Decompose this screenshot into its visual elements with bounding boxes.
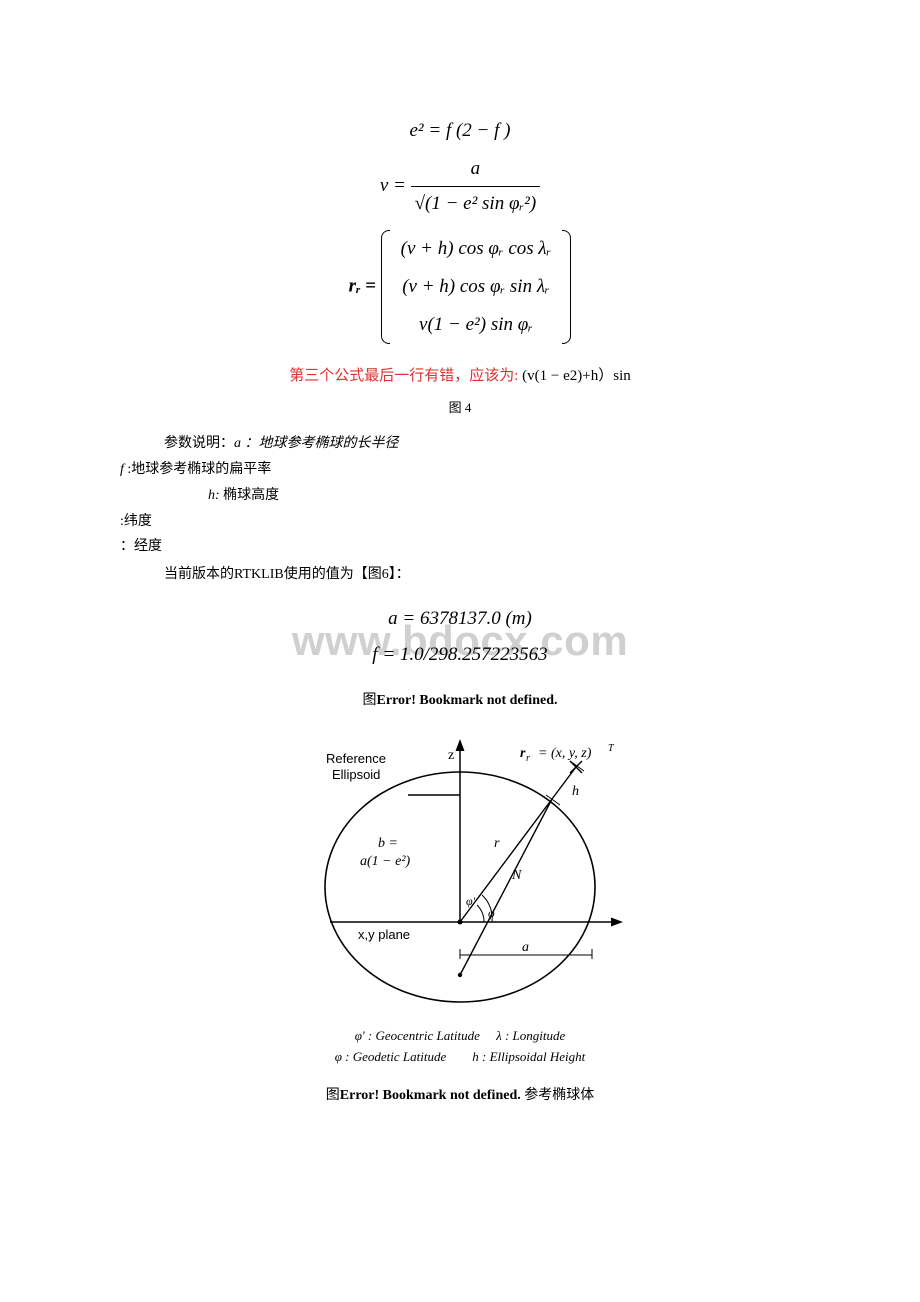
formula-rr: rᵣ = (v + h) cos φᵣ cos λᵣ (v + h) cos φ… (120, 230, 800, 345)
diagram-legend: φ' : Geocentric Latitude λ : Longitude φ… (120, 1026, 800, 1068)
param-lat: :纬度 (120, 510, 800, 534)
svg-text:a: a (522, 940, 529, 955)
ellipsoid-svg: z a Reference Ellipsoid r (270, 727, 650, 1007)
svg-text:r: r (526, 753, 530, 764)
legend-phi: φ : Geodetic Latitude (335, 1049, 447, 1064)
svg-text:h: h (572, 784, 579, 799)
values-block: www.bdocx.com a = 6378137.0 (m) f = 1.0/… (120, 601, 800, 673)
svg-text:b =: b = (378, 836, 398, 851)
matrix-row-1: (v + h) cos φᵣ cos λᵣ (395, 230, 558, 268)
svg-text:x,y plane: x,y plane (358, 927, 410, 942)
param-block: 参数说明：a ：地球参考椭球的长半径 f f :地球参考椭球的扁平率:地球参考椭… (120, 432, 800, 559)
correction-note: 第三个公式最后一行有错，应该为: (v(1 − e2)+h）sin (120, 364, 800, 385)
svg-text:φ: φ (488, 906, 495, 920)
param-intro: 参数说明：a ：地球参考椭球的长半径 (120, 432, 800, 456)
value-f: f = 1.0/298.257223563 (120, 637, 800, 673)
formula-e2-text: e² = f (2 − f ) (410, 120, 511, 141)
correction-expr: (v(1 − e2)+h）sin (522, 368, 631, 384)
formula-block: e² = f (2 − f ) v = a √(1 − e² sin φᵣ²) … (120, 114, 800, 344)
error-caption-1: 图Error! Bookmark not defined. (120, 689, 800, 709)
legend-lambda: λ : Longitude (496, 1028, 565, 1043)
err1-bold: Error! Bookmark not defined. (377, 693, 558, 708)
svg-text:Ellipsoid: Ellipsoid (332, 767, 380, 782)
formula-v-lhs: v = (380, 175, 411, 196)
param-f: f f :地球参考椭球的扁平率:地球参考椭球的扁平率 (120, 458, 800, 482)
svg-text:z: z (448, 748, 454, 763)
err1-prefix: 图 (363, 693, 377, 708)
legend-h: h : Ellipsoidal Height (472, 1049, 585, 1064)
svg-text:T: T (608, 743, 615, 754)
formula-rr-matrix: (v + h) cos φᵣ cos λᵣ (v + h) cos φᵣ sin… (381, 230, 572, 345)
value-a: a = 6378137.0 (m) (120, 601, 800, 637)
error-caption-2: 图Error! Bookmark not defined. 参考椭球体 (120, 1084, 800, 1104)
formula-v-num: a (411, 152, 541, 187)
param-a-label: a ：地球参考椭球的长半径 (234, 436, 399, 451)
correction-prefix: 第三个公式最后一行有错，应该为: (289, 368, 522, 384)
svg-text:r: r (494, 836, 500, 851)
err2-bold: Error! Bookmark not defined. (340, 1088, 521, 1103)
rtklib-line: 当前版本的RTKLIB使用的值为【图6】： (120, 563, 800, 587)
err2-prefix: 图 (326, 1088, 340, 1103)
param-lon: ：经度 (120, 535, 800, 559)
formula-v: v = a √(1 − e² sin φᵣ²) (120, 152, 800, 221)
figure-4-caption: 图 4 (120, 397, 800, 416)
err2-suffix: 参考椭球体 (521, 1088, 595, 1103)
legend-row-2: φ : Geodetic Latitude h : Ellipsoidal He… (120, 1047, 800, 1068)
svg-text:= (x, y, z): = (x, y, z) (538, 746, 592, 761)
formula-v-den: √(1 − e² sin φᵣ²) (411, 187, 541, 221)
svg-text:Reference: Reference (326, 751, 386, 766)
ellipsoid-diagram: z a Reference Ellipsoid r (120, 727, 800, 1012)
formula-e2: e² = f (2 − f ) (120, 114, 800, 148)
svg-text:a(1 − e²): a(1 − e²) (360, 854, 411, 869)
legend-phi-prime: φ' : Geocentric Latitude (355, 1028, 480, 1043)
legend-row-1: φ' : Geocentric Latitude λ : Longitude (120, 1026, 800, 1047)
param-h: h: 椭球高度 (120, 484, 800, 508)
param-intro-text: 参数说明： (164, 436, 234, 451)
matrix-row-2: (v + h) cos φᵣ sin λᵣ (395, 268, 558, 306)
formula-rr-lhs: rᵣ = (349, 275, 381, 296)
svg-text:N: N (511, 868, 522, 883)
matrix-row-3: v(1 − e²) sin φᵣ (395, 306, 558, 344)
svg-text:φ': φ' (466, 894, 476, 908)
